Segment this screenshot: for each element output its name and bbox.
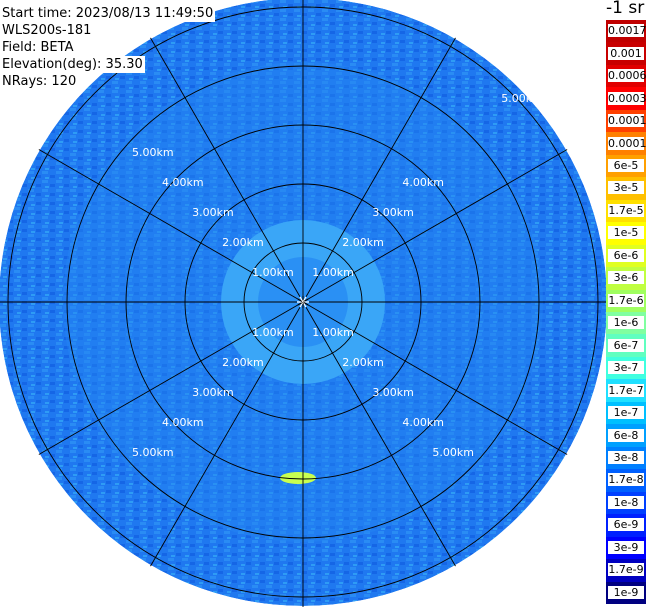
colorbar-swatch: 1.7e-6 bbox=[606, 289, 646, 313]
range-grid bbox=[0, 0, 606, 607]
colorbar-tick-label: 1.7e-7 bbox=[608, 383, 644, 397]
ring-label-3km: 3.00km bbox=[192, 386, 234, 399]
colorbar: 0.0017 0.001 0.0006 0.0003 0.00017 0.0001 6e-5… bbox=[606, 20, 647, 605]
elevation-label: Elevation(deg): 35.30 bbox=[0, 56, 145, 73]
colorbar-swatch: 3e-5 bbox=[606, 177, 646, 201]
colorbar-swatch: 0.00017 bbox=[606, 109, 647, 133]
ring-label-4km: 4.00km bbox=[162, 416, 204, 429]
colorbar-swatch: 6e-8 bbox=[606, 424, 646, 448]
ppi-scan-plot: 1.00km 1.00km 1.00km 1.00km 2.00km 2.00km 2.00… bbox=[0, 0, 606, 607]
colorbar-swatch: 3e-7 bbox=[606, 356, 646, 380]
colorbar-tick-label: 3e-7 bbox=[608, 361, 644, 375]
colorbar-tick-label: 6e-8 bbox=[608, 428, 644, 442]
azimuth-spoke-240 bbox=[38, 301, 304, 455]
ring-label-1km: 1.00km bbox=[252, 266, 294, 279]
ring-label-1km: 1.00km bbox=[252, 326, 294, 339]
colorbar-tick-label: 6e-5 bbox=[608, 158, 644, 172]
azimuth-spoke-330 bbox=[150, 37, 304, 303]
colorbar-tick-label: 0.0001 bbox=[608, 136, 647, 150]
colorbar-tick-label: 1e-9 bbox=[608, 585, 644, 599]
colorbar-tick-label: 0.001 bbox=[608, 46, 644, 60]
colorbar-swatch: 0.001 bbox=[606, 42, 646, 66]
colorbar-tick-label: 1e-7 bbox=[608, 406, 644, 420]
colorbar-swatch: 6e-6 bbox=[606, 244, 646, 268]
colorbar-swatch: 3e-9 bbox=[606, 536, 646, 560]
ring-label-4km: 4.00km bbox=[162, 176, 204, 189]
ring-label-4km: 4.00km bbox=[402, 416, 444, 429]
colorbar-swatch: 6e-7 bbox=[606, 334, 646, 358]
ring-label-2km: 2.00km bbox=[342, 236, 384, 249]
colorbar-swatch: 1e-7 bbox=[606, 401, 646, 425]
ring-label-3km: 3.00km bbox=[372, 206, 414, 219]
ring-label-2km: 2.00km bbox=[222, 236, 264, 249]
azimuth-spoke-150 bbox=[302, 301, 456, 567]
ring-label-5km: 5.00km bbox=[132, 446, 174, 459]
colorbar-tick-label: 1e-8 bbox=[608, 495, 644, 509]
ring-label-3km: 3.00km bbox=[192, 206, 234, 219]
colorbar-swatch: 3e-8 bbox=[606, 446, 646, 470]
colorbar-swatch: 6e-9 bbox=[606, 514, 646, 538]
ring-label-5km: 5.00km bbox=[432, 446, 474, 459]
colorbar-swatch: 0.0001 bbox=[606, 132, 647, 156]
azimuth-spoke-60 bbox=[302, 149, 568, 303]
ring-label-3km: 3.00km bbox=[372, 386, 414, 399]
colorbar-tick-label: 0.0017 bbox=[608, 24, 647, 38]
colorbar-swatch: 1e-9 bbox=[606, 581, 646, 605]
colorbar-swatch: 1e-8 bbox=[606, 491, 646, 515]
ring-label-1km: 1.00km bbox=[312, 266, 354, 279]
nrays-label: NRays: 120 bbox=[0, 73, 79, 90]
ring-label-1km: 1.00km bbox=[312, 326, 354, 339]
colorbar-tick-label: 0.0003 bbox=[608, 91, 647, 105]
azimuth-spoke-30 bbox=[302, 37, 456, 303]
ring-label-2km: 2.00km bbox=[342, 356, 384, 369]
azimuth-spoke-120 bbox=[302, 301, 568, 455]
colorbar-swatch: 1.7e-7 bbox=[606, 379, 646, 403]
colorbar-swatch: 1e-5 bbox=[606, 222, 646, 246]
colorbar-tick-label: 3e-9 bbox=[608, 540, 644, 554]
radar-origin-marker bbox=[297, 296, 309, 308]
colorbar-tick-label: 1.7e-8 bbox=[608, 473, 644, 487]
colorbar-swatch: 6e-5 bbox=[606, 154, 646, 178]
colorbar-tick-label: 3e-5 bbox=[608, 181, 644, 195]
colorbar-swatch: 0.0003 bbox=[606, 87, 647, 111]
start-time-label: Start time: 2023/08/13 11:49:50 bbox=[0, 5, 216, 22]
instrument-label: WLS200s-181 bbox=[0, 22, 94, 39]
colorbar-tick-label: 0.00017 bbox=[608, 114, 647, 128]
ppi-hotspot bbox=[280, 472, 316, 484]
colorbar-swatch: 0.0006 bbox=[606, 64, 647, 88]
colorbar-unit-title: -1 sr bbox=[606, 0, 645, 18]
colorbar-swatch: 1.7e-5 bbox=[606, 199, 646, 223]
ring-label-5km-partial: 5.00km bbox=[501, 92, 543, 105]
ring-label-4km: 4.00km bbox=[402, 176, 444, 189]
colorbar-tick-label: 6e-7 bbox=[608, 338, 644, 352]
azimuth-spoke-210 bbox=[150, 301, 304, 567]
colorbar-tick-label: 6e-9 bbox=[608, 518, 644, 532]
colorbar-tick-label: 1.7e-5 bbox=[608, 203, 644, 217]
colorbar-swatch: 1.7e-9 bbox=[606, 559, 646, 583]
azimuth-spoke-300 bbox=[38, 149, 304, 303]
colorbar-tick-label: 1e-6 bbox=[608, 316, 644, 330]
field-label: Field: BETA bbox=[0, 39, 76, 56]
colorbar-tick-label: 1e-5 bbox=[608, 226, 644, 240]
ring-label-5km: 5.00km bbox=[132, 146, 174, 159]
colorbar-tick-label: 0.0006 bbox=[608, 69, 647, 83]
colorbar-tick-label: 1.7e-9 bbox=[608, 563, 644, 577]
colorbar-swatch: 1.7e-8 bbox=[606, 469, 646, 493]
scan-info-panel: Start time: 2023/08/13 11:49:50 WLS200s-… bbox=[0, 5, 216, 90]
colorbar-swatch: 1e-6 bbox=[606, 312, 646, 335]
colorbar-tick-label: 6e-6 bbox=[608, 248, 644, 262]
ring-label-2km: 2.00km bbox=[222, 356, 264, 369]
colorbar-tick-label: 3e-8 bbox=[608, 450, 644, 464]
colorbar-tick-label: 1.7e-6 bbox=[608, 293, 644, 307]
colorbar-tick-label: 3e-6 bbox=[608, 271, 644, 285]
colorbar-swatch: 3e-6 bbox=[606, 267, 646, 291]
colorbar-swatch: 0.0017 bbox=[606, 20, 647, 43]
range-labels: 1.00km 1.00km 1.00km 1.00km 2.00km 2.00km 2.00… bbox=[132, 92, 543, 459]
